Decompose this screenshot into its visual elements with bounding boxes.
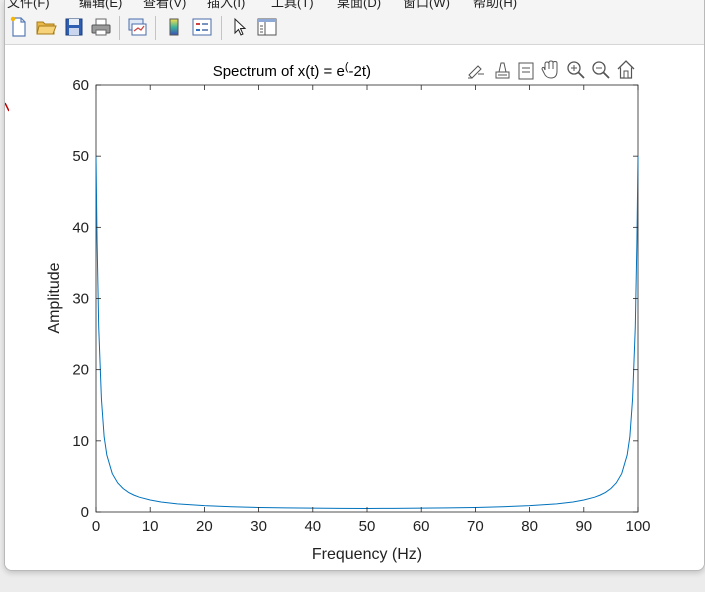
menu-view[interactable]: 查看(V) bbox=[143, 0, 187, 10]
y-axis-label: Amplitude bbox=[46, 262, 63, 333]
window-edge-marker bbox=[5, 100, 10, 112]
menu-file[interactable]: 文件(F) bbox=[7, 0, 50, 10]
toolbar-separator bbox=[221, 16, 222, 40]
figure-toolbar bbox=[5, 10, 704, 45]
y-tick-label: 50 bbox=[72, 148, 89, 165]
menu-edit[interactable]: 编辑(E) bbox=[79, 0, 123, 10]
y-tick-label: 40 bbox=[72, 219, 89, 236]
x-tick-label: 20 bbox=[196, 518, 213, 535]
y-tick-label: 60 bbox=[72, 77, 89, 94]
zoom-out-icon[interactable] bbox=[592, 61, 610, 79]
menu-insert[interactable]: 插入(I) bbox=[207, 0, 246, 10]
brush-icon[interactable] bbox=[468, 65, 484, 79]
x-tick-label: 50 bbox=[359, 518, 376, 535]
x-tick-label: 0 bbox=[92, 518, 100, 535]
edit-plot-arrow-icon[interactable] bbox=[229, 16, 251, 38]
x-tick-label: 100 bbox=[625, 518, 650, 535]
x-tick-label: 60 bbox=[413, 518, 430, 535]
menu-window[interactable]: 窗口(W) bbox=[403, 0, 450, 10]
toolbar-separator bbox=[155, 16, 156, 40]
menu-tools[interactable]: 工具(T) bbox=[271, 0, 314, 10]
ticks-layer: 0 10 20 30 40 50 60 70 80 90 100 0 10 20 30 40 50 60 bbox=[72, 77, 650, 535]
figure-canvas: 0 10 20 30 40 50 60 70 80 90 100 0 10 20 30 40 50 60 Spec… bbox=[5, 45, 704, 570]
plot-area[interactable] bbox=[95, 84, 639, 513]
data-tips-icon[interactable] bbox=[495, 62, 510, 79]
chart-title: Spectrum of x(t) = e(-2t) bbox=[213, 61, 371, 80]
print-icon[interactable] bbox=[90, 16, 112, 38]
axes[interactable] bbox=[95, 84, 639, 513]
x-tick-label: 80 bbox=[521, 518, 538, 535]
y-tick-label: 30 bbox=[72, 291, 89, 308]
new-figure-icon[interactable] bbox=[8, 16, 30, 38]
x-tick-label: 10 bbox=[142, 518, 159, 535]
zoom-in-icon[interactable] bbox=[567, 61, 585, 79]
axes-toolbar bbox=[468, 60, 635, 80]
x-tick-label: 90 bbox=[575, 518, 592, 535]
plot-svg: 0 10 20 30 40 50 60 70 80 90 100 0 10 20 30 40 50 60 Spec… bbox=[46, 60, 651, 563]
chart-title-main: Spectrum of x(t) = e bbox=[213, 63, 345, 80]
x-tick-label: 70 bbox=[467, 518, 484, 535]
y-tick-label: 0 bbox=[81, 504, 89, 521]
home-icon[interactable] bbox=[617, 60, 635, 79]
figure-window: 文件(F) 编辑(E) 查看(V) 插入(I) 工具(T) 桌面(D) 窗口(W… bbox=[4, 0, 705, 571]
save-icon[interactable] bbox=[63, 16, 85, 38]
rotate-icon[interactable] bbox=[518, 62, 534, 80]
y-tick-label: 20 bbox=[72, 362, 89, 379]
link-plot-icon[interactable] bbox=[126, 16, 148, 38]
property-inspector-icon[interactable] bbox=[256, 16, 278, 38]
pan-icon[interactable] bbox=[541, 60, 558, 79]
legend-icon[interactable] bbox=[191, 16, 213, 38]
y-tick-label: 10 bbox=[72, 433, 89, 450]
menu-desktop[interactable]: 桌面(D) bbox=[337, 0, 382, 10]
open-file-icon[interactable] bbox=[35, 16, 57, 38]
x-tick-label: 40 bbox=[304, 518, 321, 535]
chart-title-rest: -2t) bbox=[349, 63, 372, 80]
chart-title-sup: ( bbox=[345, 61, 349, 73]
x-axis-label: Frequency (Hz) bbox=[312, 546, 422, 563]
colorbar-icon[interactable] bbox=[163, 16, 185, 38]
menu-help[interactable]: 帮助(H) bbox=[473, 0, 518, 10]
x-tick-label: 30 bbox=[250, 518, 267, 535]
menubar: 文件(F) 编辑(E) 查看(V) 插入(I) 工具(T) 桌面(D) 窗口(W… bbox=[5, 0, 704, 10]
toolbar-separator bbox=[119, 16, 120, 40]
